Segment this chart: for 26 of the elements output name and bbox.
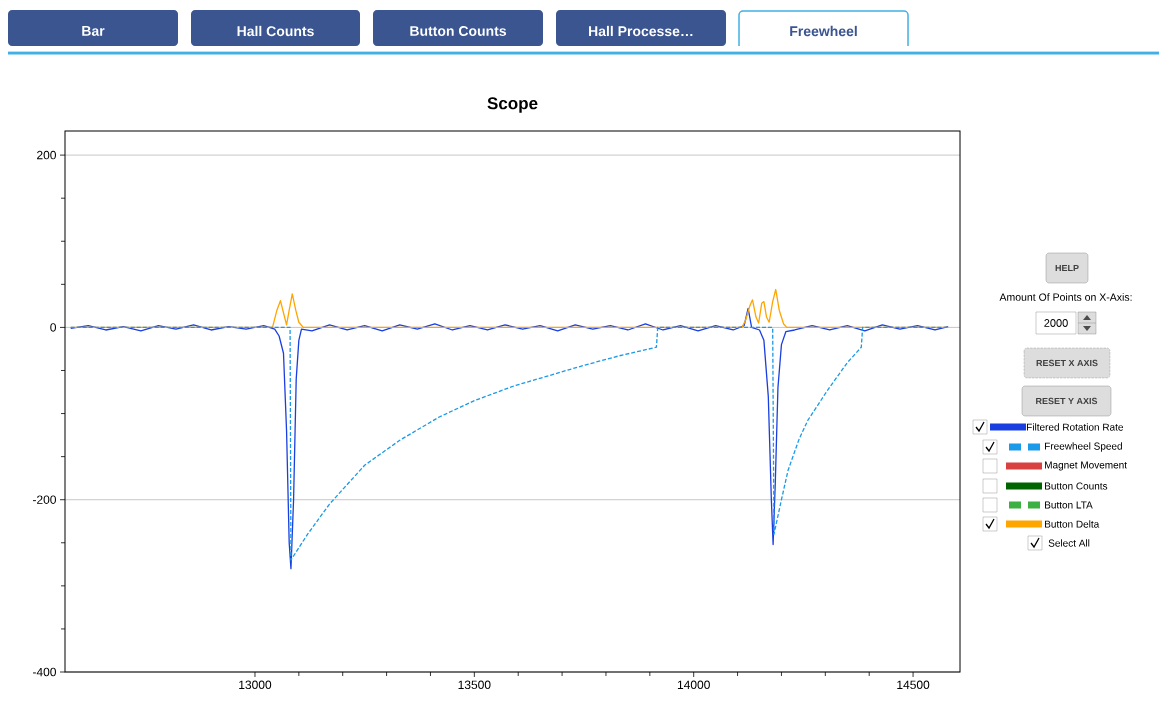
y-tick-label: -200 (32, 495, 56, 504)
text: Bar (82, 26, 105, 36)
legend-label: Button Delta (1045, 520, 1100, 528)
text: Amount Of Points on X-Axis: (999, 293, 1132, 301)
legend-label: Button Counts (1045, 482, 1108, 490)
text: Hall Counts (237, 25, 314, 37)
x-tick-label: 14500 (897, 680, 930, 690)
legend-label: Button LTA (1045, 501, 1093, 509)
legend-label: Filtered Rotation Rate (1027, 423, 1124, 431)
text: 2000 (1044, 319, 1068, 327)
legend-label: Magnet Movement (1045, 461, 1127, 471)
text: Button Counts (410, 26, 507, 36)
x-tick-label: 14000 (677, 680, 710, 690)
text: RESET X AXIS (1036, 359, 1098, 367)
y-tick-label: 0 (50, 323, 57, 332)
text: Hall Processe… (589, 25, 693, 37)
y-tick-label: 200 (37, 150, 56, 160)
text: RESET Y AXIS (1036, 397, 1098, 405)
y-tick-label: -400 (32, 667, 56, 677)
x-tick-label: 13000 (239, 680, 272, 690)
text: Select All (1048, 539, 1090, 547)
chart-title: Scope (487, 97, 538, 113)
legend-label: Freewheel Speed (1045, 442, 1122, 452)
text: Freewheel (790, 25, 857, 37)
x-tick-label: 13500 (458, 680, 491, 690)
text: HELP (1055, 264, 1079, 272)
